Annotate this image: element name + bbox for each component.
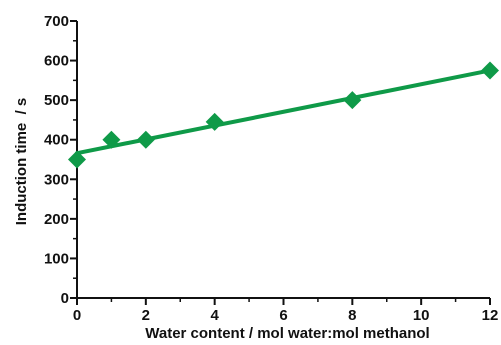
- x-tick-label: 4: [210, 307, 219, 324]
- x-tick-label: 12: [482, 307, 499, 324]
- data-point-diamond: [481, 61, 499, 80]
- x-axis-ticks: 0 2 4 6 8 10 12: [73, 298, 499, 324]
- data-point-diamond: [343, 91, 362, 110]
- x-tick-label: 2: [142, 307, 150, 324]
- x-tick-label: 6: [279, 307, 287, 324]
- y-tick-label: 500: [44, 92, 69, 109]
- y-tick-label: 600: [44, 53, 69, 70]
- data-point-diamond: [136, 130, 155, 149]
- y-axis-title: Induction time / s: [13, 98, 30, 226]
- y-tick-label: 100: [44, 250, 69, 267]
- x-tick-label: 8: [348, 307, 356, 324]
- y-tick-label: 700: [44, 13, 69, 30]
- y-axis-ticks: 0 100 200 300 400 500 600 700: [44, 13, 77, 307]
- data-point-diamond: [102, 130, 121, 149]
- y-tick-label: 300: [44, 171, 69, 188]
- x-tick-label: 0: [73, 307, 81, 324]
- y-tick-label: 200: [44, 211, 69, 228]
- y-tick-label: 400: [44, 132, 69, 149]
- data-point-diamond: [205, 112, 224, 131]
- y-tick-label: 0: [61, 290, 69, 307]
- x-axis-title: Water content / mol water:mol methanol: [145, 325, 429, 342]
- data-points: [68, 61, 499, 169]
- data-point-diamond: [68, 150, 86, 169]
- x-tick-label: 10: [413, 307, 430, 324]
- axes: [76, 21, 490, 299]
